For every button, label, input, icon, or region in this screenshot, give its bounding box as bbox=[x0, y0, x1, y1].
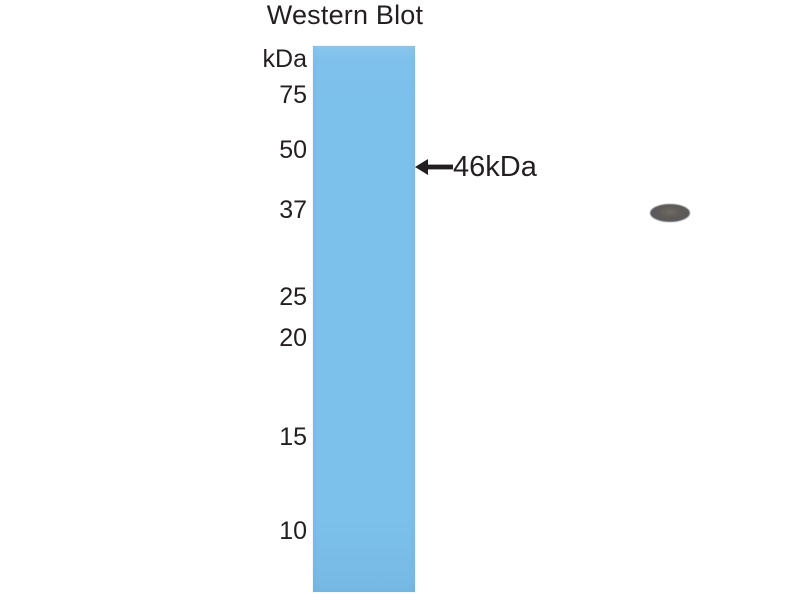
page-title: Western Blot bbox=[266, 0, 424, 30]
ladder-marker-20: 20 bbox=[279, 324, 307, 352]
ladder-marker-50: 50 bbox=[279, 136, 307, 164]
ladder-marker-15: 15 bbox=[279, 423, 307, 451]
band-annotation: 46kDa bbox=[415, 150, 537, 184]
protein-band bbox=[650, 204, 690, 222]
band-annotation-label: 46kDa bbox=[453, 151, 537, 183]
arrow-left-icon bbox=[415, 159, 453, 175]
ladder-marker-75: 75 bbox=[279, 81, 307, 109]
ladder-marker-10: 10 bbox=[279, 517, 307, 545]
sample-lane bbox=[313, 46, 690, 592]
ladder-marker-37: 37 bbox=[279, 196, 307, 224]
ladder-unit-label: kDa bbox=[262, 45, 307, 73]
ladder-marker-25: 25 bbox=[279, 283, 307, 311]
